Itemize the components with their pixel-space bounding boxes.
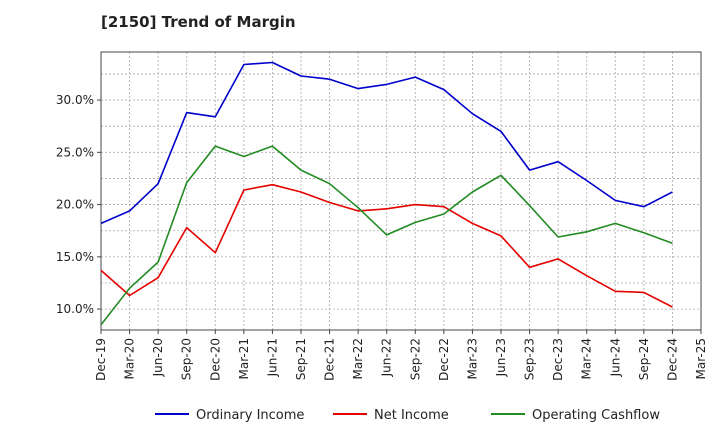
chart-title: [2150] Trend of Margin [101, 13, 296, 31]
series-line-operating-cashflow [100, 145, 673, 326]
x-tick-label: Jun-24 [608, 338, 622, 377]
x-tick-label: Jun-20 [151, 338, 165, 377]
plot-border [100, 51, 702, 331]
x-tick-label: Dec-20 [208, 338, 222, 381]
y-tick-label: 10.0% [56, 302, 94, 316]
x-tick-label: Dec-19 [94, 338, 108, 381]
y-tick-label: 30.0% [56, 93, 94, 107]
x-axis-ticks: Dec-19 Mar-20 Jun-20 Sep-20 Dec-20 Mar-21 Jun-… [94, 330, 708, 381]
x-tick-label: Jun-23 [494, 338, 508, 377]
x-tick-label: Mar-21 [237, 338, 251, 379]
x-tick-label: Dec-21 [323, 338, 337, 381]
x-tick-label: Sep-23 [523, 338, 537, 380]
x-tick-label: Dec-24 [665, 338, 679, 381]
x-tick-label: Jun-22 [380, 338, 394, 377]
legend: Ordinary Income Net Income Operating Cashf… [155, 408, 660, 423]
x-tick-label: Mar-22 [351, 338, 365, 379]
y-tick-label: 20.0% [56, 198, 94, 212]
legend-label-net-income: Net Income [374, 408, 449, 423]
x-tick-label: Sep-20 [180, 338, 194, 380]
y-tick-label: 25.0% [56, 145, 94, 159]
x-tick-label: Sep-21 [294, 338, 308, 380]
y-axis-ticks: 10.0% 15.0% 20.0% 25.0% 30.0% [56, 93, 101, 316]
legend-label-operating-cashflow: Operating Cashflow [532, 408, 660, 423]
x-tick-label: Mar-20 [123, 338, 137, 379]
x-tick-label: Mar-25 [694, 338, 708, 379]
x-tick-label: Sep-22 [408, 338, 422, 380]
series-lines [100, 61, 673, 326]
x-tick-label: Mar-24 [580, 338, 594, 379]
x-tick-label: Jun-21 [265, 338, 279, 377]
x-tick-label: Dec-22 [437, 338, 451, 381]
series-line-ordinary-income [100, 61, 673, 225]
y-tick-label: 15.0% [56, 250, 94, 264]
x-tick-label: Dec-23 [551, 338, 565, 381]
grid-lines [101, 52, 701, 330]
x-tick-label: Mar-23 [465, 338, 479, 379]
legend-label-ordinary-income: Ordinary Income [196, 408, 304, 423]
series-line-net-income [100, 183, 673, 308]
x-tick-label: Sep-24 [637, 338, 651, 380]
